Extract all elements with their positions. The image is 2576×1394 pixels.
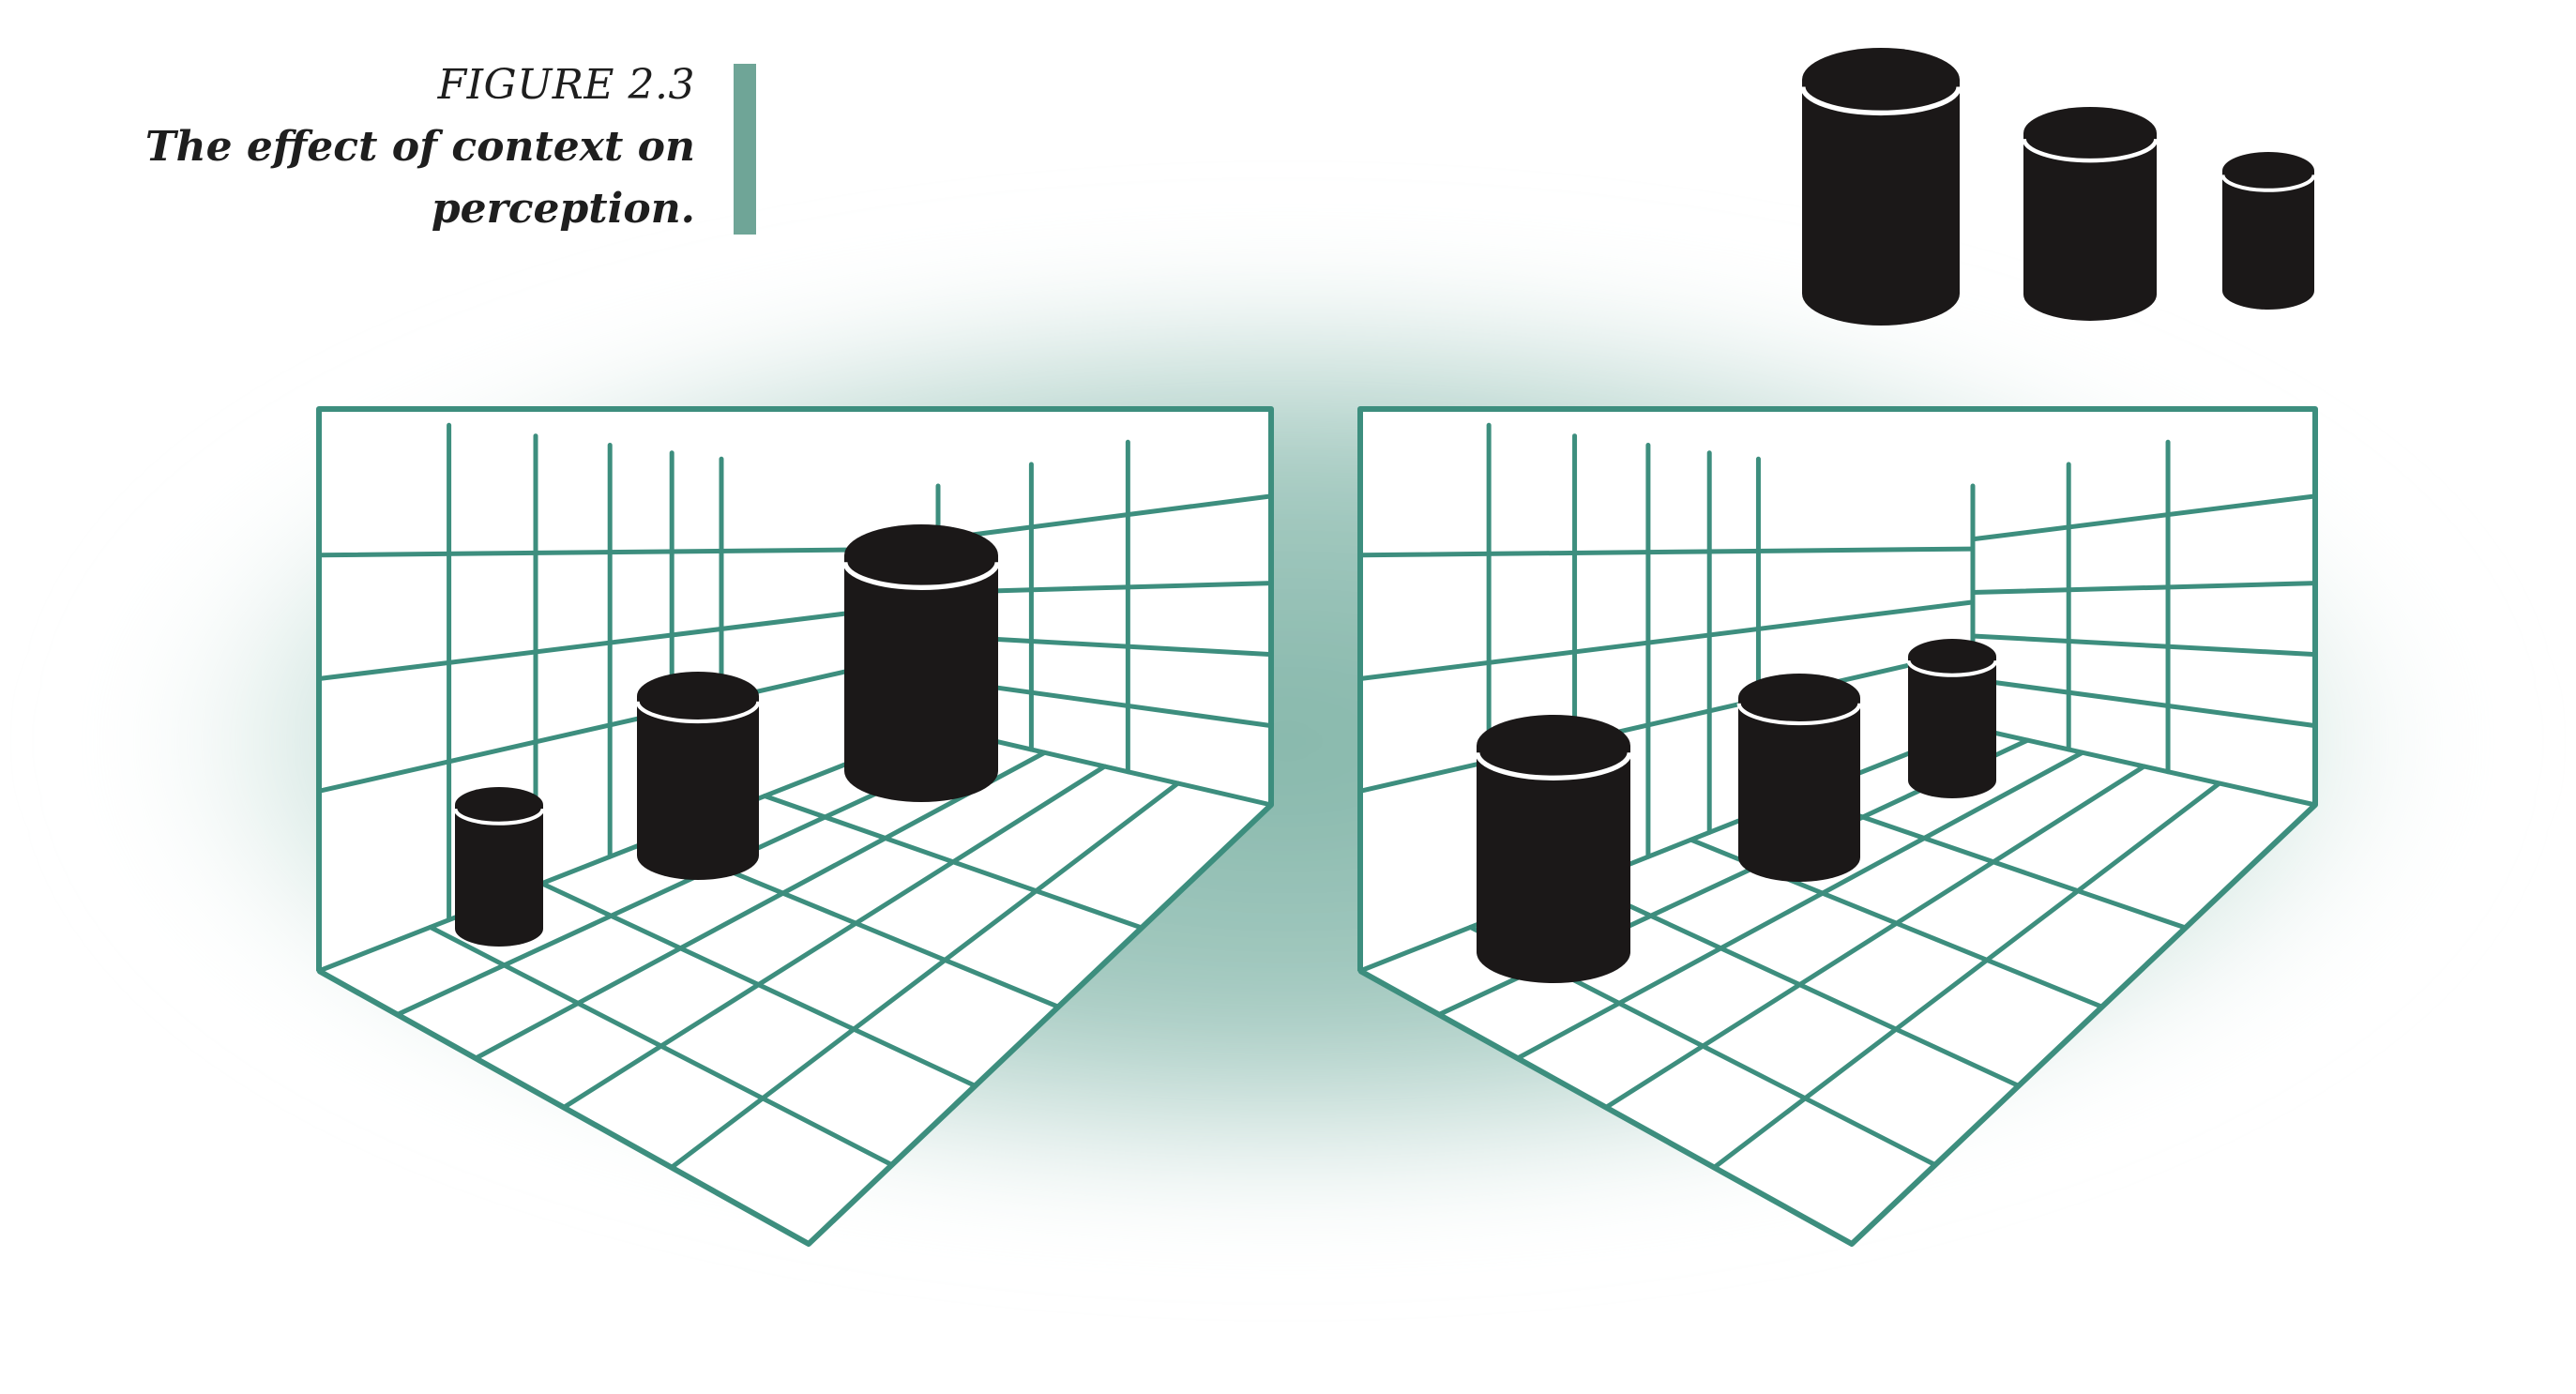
cylinder-rim (842, 561, 1000, 590)
reference-cylinder-large (1800, 48, 1962, 326)
cylinder-rim (453, 808, 545, 826)
reference-cylinder-medium (2022, 107, 2159, 321)
cylinder-top (1738, 674, 1860, 722)
cylinder-body (2222, 171, 2314, 310)
cylinder-body (1477, 746, 1630, 983)
cylinder-medium-middle (1736, 674, 1862, 882)
cylinder-rim (635, 701, 761, 724)
room-floor-back-edge (1357, 725, 1976, 974)
right-wall-horizontal (1970, 676, 2318, 729)
right-wall-horizontal (935, 493, 1274, 542)
floor-line-b (561, 764, 1107, 1110)
reference-cylinder-small (2220, 152, 2316, 310)
cylinder-rim (1906, 659, 1998, 677)
cylinder-rim (1475, 751, 1632, 780)
right-wall-horizontal (1970, 493, 2318, 542)
left-wall-horizontal (316, 647, 941, 794)
left-wall-horizontal (316, 599, 941, 682)
cylinder-body (1908, 657, 1996, 798)
floor-line-b (1711, 780, 2222, 1171)
cylinder-rim (1736, 703, 1862, 726)
cylinder-top (2023, 107, 2157, 159)
cylinder-rim (2220, 174, 2316, 192)
cylinder-large-near (1475, 715, 1632, 983)
figure-caption-text: The effect of context on perception. (144, 123, 695, 233)
cylinder-top (2222, 152, 2314, 189)
cylinder-body (844, 555, 998, 802)
left-wall-horizontal (1357, 599, 1976, 682)
room-outline (316, 406, 1274, 1247)
cylinder-top (1908, 639, 1996, 674)
cylinder-large-far (842, 524, 1000, 802)
cylinder-top (844, 524, 998, 586)
cylinder-body (2023, 133, 2157, 321)
caption-accent-bar (734, 64, 756, 235)
reference-cylinders (1800, 48, 2316, 326)
right-wall-horizontal (1970, 581, 2318, 596)
right-wall-horizontal (1970, 633, 2318, 658)
cylinder-small-near (453, 787, 545, 947)
cylinder-top (455, 787, 543, 823)
cylinder-medium-middle (635, 672, 761, 880)
cylinder-top (637, 672, 759, 720)
floor-line-b (1603, 764, 2146, 1110)
cylinder-small-far (1906, 639, 1998, 798)
floor-line-b (473, 750, 1048, 1061)
cylinder-body (455, 805, 543, 947)
left-room (316, 406, 1274, 1247)
figure-label: FIGURE 2.3 (437, 61, 695, 109)
cylinder-rim (1800, 86, 1962, 116)
left-wall-horizontal (316, 546, 941, 558)
figure-caption: FIGURE 2.3 The effect of context on perc… (132, 54, 695, 240)
cylinder-top (1802, 48, 1960, 112)
left-wall-horizontal (1357, 647, 1976, 794)
floor-line-b (1515, 750, 2085, 1061)
cylinder-body (637, 696, 759, 880)
cylinder-body (1802, 80, 1960, 326)
cylinder-rim (2022, 138, 2159, 163)
floor-line-b (669, 780, 1181, 1171)
room-floor-back-edge (316, 725, 941, 974)
room-floor-side-edge (1970, 725, 2318, 808)
room-outline (1357, 406, 2318, 1247)
cylinder-top (1477, 715, 1630, 777)
left-wall-horizontal (1357, 546, 1976, 558)
cylinder-body (1738, 698, 1860, 882)
right-room (1357, 406, 2318, 1247)
